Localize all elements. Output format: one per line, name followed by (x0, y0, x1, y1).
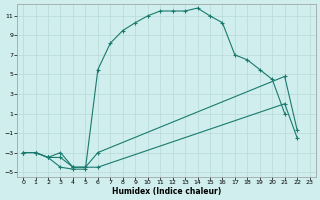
X-axis label: Humidex (Indice chaleur): Humidex (Indice chaleur) (112, 187, 221, 196)
